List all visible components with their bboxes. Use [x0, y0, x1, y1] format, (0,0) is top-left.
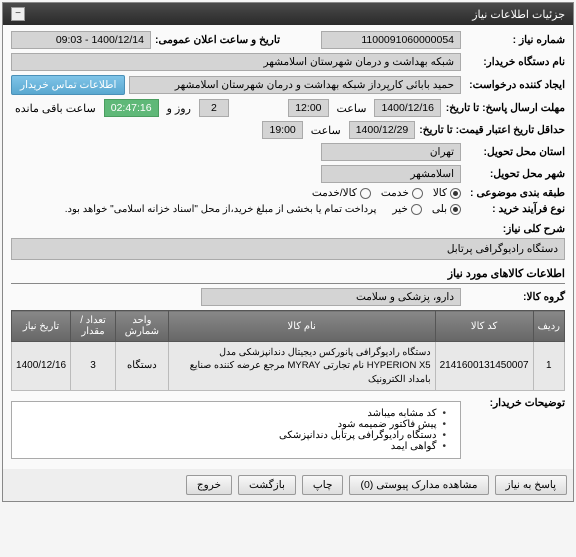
price-valid-label: حداقل تاریخ اعتبار قیمت: تا تاریخ: — [419, 124, 565, 136]
price-valid-date: 1400/12/29 — [349, 121, 416, 139]
row-buy-type: نوع فرآیند خرید : بلی خیر پرداخت تمام یا… — [11, 203, 565, 215]
items-table: ردیف کد کالا نام کالا واحد شمارش تعداد /… — [11, 310, 565, 391]
row-deadline: مهلت ارسال پاسخ: تا تاریخ: 1400/12/16 سا… — [11, 99, 565, 117]
exit-button[interactable]: خروج — [186, 475, 232, 495]
countdown-days: 2 — [199, 99, 229, 117]
notes-box: کد مشابه میباشد پیش فاکتور ضمیمه شود دست… — [11, 401, 461, 459]
province-value: تهران — [321, 143, 461, 161]
radio-goods[interactable]: کالا — [433, 187, 461, 199]
province-label: استان محل تحویل: — [465, 146, 565, 158]
category-radio-group: کالا خدمت کالا/خدمت — [312, 187, 461, 199]
contact-info-button[interactable]: اطلاعات تماس خریدار — [11, 75, 125, 95]
attachments-button[interactable]: مشاهده مدارک پیوستی (0) — [349, 475, 488, 495]
back-button[interactable]: بازگشت — [238, 475, 296, 495]
button-bar: پاسخ به نیاز مشاهده مدارک پیوستی (0) چاپ… — [3, 469, 573, 501]
row-request-number: شماره نیاز : 1100091060000054 تاریخ و سا… — [11, 31, 565, 49]
radio-dot-icon — [411, 204, 422, 215]
price-valid-time: 19:00 — [262, 121, 302, 139]
row-buyer-org: نام دستگاه خریدار: شبکه بهداشت و درمان ش… — [11, 53, 565, 71]
radio-goods-service-label: کالا/خدمت — [312, 187, 357, 199]
th-code: کد کالا — [435, 311, 533, 342]
th-name: نام کالا — [168, 311, 435, 342]
city-label: شهر محل تحویل: — [465, 168, 565, 180]
announce-label: تاریخ و ساعت اعلان عمومی: — [155, 34, 280, 46]
th-qty: تعداد / مقدار — [71, 311, 116, 342]
row-group: گروه کالا: دارو، پزشکی و سلامت — [11, 288, 565, 306]
buy-type-note: پرداخت تمام یا بخشی از مبلغ خرید،از محل … — [65, 204, 377, 215]
th-unit: واحد شمارش — [115, 311, 168, 342]
requester-value: حمید بابائی کارپرداز شبکه بهداشت و درمان… — [129, 76, 461, 94]
cell-qty: 3 — [71, 342, 116, 391]
time-label-1: ساعت — [337, 102, 367, 115]
radio-no[interactable]: خیر — [392, 203, 421, 215]
buyer-org-value: شبکه بهداشت و درمان شهرستان اسلامشهر — [11, 53, 461, 71]
group-label: گروه کالا: — [465, 291, 565, 303]
radio-no-label: خیر — [392, 203, 407, 215]
note-item: پیش فاکتور ضمیمه شود — [18, 419, 446, 430]
details-panel: جزئیات اطلاعات نیاز − شماره نیاز : 11000… — [2, 2, 574, 502]
items-section-title: اطلاعات کالاهای مورد نیاز — [11, 264, 565, 284]
radio-service[interactable]: خدمت — [381, 187, 423, 199]
time-label-2: ساعت — [311, 124, 341, 137]
cell-code: 2141600131450007 — [435, 342, 533, 391]
deadline-date: 1400/12/16 — [374, 99, 441, 117]
buyer-org-label: نام دستگاه خریدار: — [465, 56, 565, 68]
day-and-label: روز و — [167, 102, 191, 115]
note-item: کد مشابه میباشد — [18, 408, 446, 419]
note-item: دستگاه رادیوگرافی پرتابل دندانپزشکی — [18, 430, 446, 441]
panel-header: جزئیات اطلاعات نیاز − — [3, 3, 573, 25]
cell-name: دستگاه رادیوگرافی پانورکس دیجیتال دندانپ… — [168, 342, 435, 391]
radio-dot-icon — [450, 188, 461, 199]
deadline-label: مهلت ارسال پاسخ: تا تاریخ: — [445, 102, 565, 114]
request-number-value: 1100091060000054 — [321, 31, 461, 49]
print-button[interactable]: چاپ — [302, 475, 344, 495]
cell-unit: دستگاه — [115, 342, 168, 391]
row-requester: ایجاد کننده درخواست: حمید بابائی کارپردا… — [11, 75, 565, 95]
notes-list: کد مشابه میباشد پیش فاکتور ضمیمه شود دست… — [18, 408, 454, 452]
request-number-label: شماره نیاز : — [465, 34, 565, 46]
cell-date: 1400/12/16 — [12, 342, 71, 391]
radio-dot-icon — [360, 188, 371, 199]
radio-yes-label: بلی — [432, 203, 447, 215]
radio-service-label: خدمت — [381, 187, 409, 199]
th-row: ردیف — [533, 311, 564, 342]
buy-type-label: نوع فرآیند خرید : — [465, 203, 565, 215]
group-value: دارو، پزشکی و سلامت — [201, 288, 461, 306]
radio-yes[interactable]: بلی — [432, 203, 461, 215]
th-date: تاریخ نیاز — [12, 311, 71, 342]
row-city: شهر محل تحویل: اسلامشهر — [11, 165, 565, 183]
row-province: استان محل تحویل: تهران — [11, 143, 565, 161]
countdown-time: 02:47:16 — [104, 99, 159, 117]
desc-title: شرح کلی نیاز: — [11, 223, 565, 235]
panel-title: جزئیات اطلاعات نیاز — [472, 8, 565, 21]
row-notes: توضیحات خریدار: کد مشابه میباشد پیش فاکت… — [11, 397, 565, 459]
radio-goods-label: کالا — [433, 187, 447, 199]
note-item: گواهی ایمد — [18, 441, 446, 452]
cell-row: 1 — [533, 342, 564, 391]
notes-label: توضیحات خریدار: — [465, 397, 565, 409]
table-row: 1 2141600131450007 دستگاه رادیوگرافی پان… — [12, 342, 565, 391]
description-section: شرح کلی نیاز: دستگاه رادیوگرافی پرتابل — [11, 223, 565, 260]
collapse-icon[interactable]: − — [11, 7, 25, 21]
announce-value: 1400/12/14 - 09:03 — [11, 31, 151, 49]
radio-dot-icon — [450, 204, 461, 215]
desc-text: دستگاه رادیوگرافی پرتابل — [11, 238, 565, 260]
requester-label: ایجاد کننده درخواست: — [465, 79, 565, 91]
table-header-row: ردیف کد کالا نام کالا واحد شمارش تعداد /… — [12, 311, 565, 342]
answer-button[interactable]: پاسخ به نیاز — [495, 475, 567, 495]
panel-body: شماره نیاز : 1100091060000054 تاریخ و سا… — [3, 25, 573, 469]
city-value: اسلامشهر — [321, 165, 461, 183]
radio-goods-service[interactable]: کالا/خدمت — [312, 187, 371, 199]
radio-dot-icon — [412, 188, 423, 199]
row-category: طبقه بندی موضوعی : کالا خدمت کالا/خدمت — [11, 187, 565, 199]
remaining-label: ساعت باقی مانده — [15, 102, 96, 115]
row-price-validity: حداقل تاریخ اعتبار قیمت: تا تاریخ: 1400/… — [11, 121, 565, 139]
deadline-time: 12:00 — [288, 99, 328, 117]
buy-type-radio-group: بلی خیر — [392, 203, 461, 215]
category-label: طبقه بندی موضوعی : — [465, 187, 565, 199]
